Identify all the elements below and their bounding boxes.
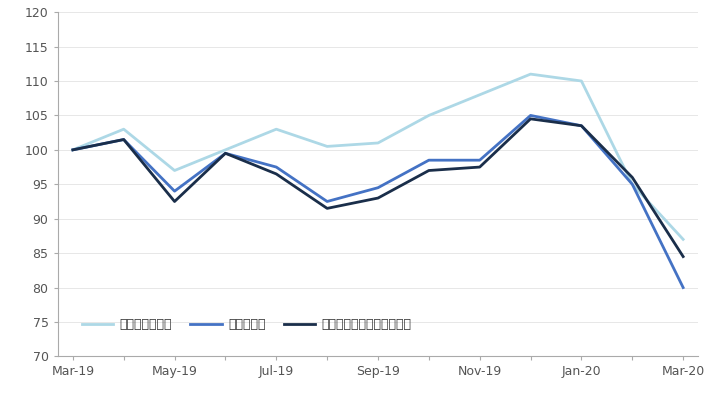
- 新興国株式: [221, 151, 230, 156]
- アジア株式（日本を除く）: [221, 151, 230, 156]
- 新興国株式: [475, 158, 484, 163]
- グローバル株式: [526, 72, 535, 77]
- アジア株式（日本を除く）: [475, 165, 484, 170]
- 新興国株式: [628, 182, 636, 187]
- グローバル株式: [120, 127, 128, 132]
- 新興国株式: [577, 124, 586, 128]
- Line: グローバル株式: グローバル株式: [73, 74, 683, 239]
- グローバル株式: [68, 147, 77, 152]
- 新興国株式: [68, 147, 77, 152]
- グローバル株式: [628, 182, 636, 187]
- アジア株式（日本を除く）: [68, 147, 77, 152]
- アジア株式（日本を除く）: [679, 254, 688, 259]
- グローバル株式: [374, 141, 382, 145]
- 新興国株式: [679, 285, 688, 290]
- アジア株式（日本を除く）: [374, 196, 382, 200]
- グローバル株式: [577, 79, 586, 83]
- グローバル株式: [425, 113, 433, 118]
- グローバル株式: [272, 127, 281, 132]
- アジア株式（日本を除く）: [323, 206, 331, 211]
- アジア株式（日本を除く）: [425, 168, 433, 173]
- Line: アジア株式（日本を除く）: アジア株式（日本を除く）: [73, 119, 683, 257]
- 新興国株式: [120, 137, 128, 142]
- アジア株式（日本を除く）: [120, 137, 128, 142]
- 新興国株式: [170, 189, 179, 194]
- Line: 新興国株式: 新興国株式: [73, 115, 683, 288]
- 新興国株式: [272, 165, 281, 170]
- アジア株式（日本を除く）: [272, 172, 281, 177]
- 新興国株式: [526, 113, 535, 118]
- グローバル株式: [475, 92, 484, 97]
- アジア株式（日本を除く）: [170, 199, 179, 204]
- 新興国株式: [425, 158, 433, 163]
- アジア株式（日本を除く）: [577, 124, 586, 128]
- Legend: グローバル株式, 新興国株式, アジア株式（日本を除く）: グローバル株式, 新興国株式, アジア株式（日本を除く）: [76, 313, 417, 337]
- グローバル株式: [679, 237, 688, 242]
- 新興国株式: [374, 185, 382, 190]
- 新興国株式: [323, 199, 331, 204]
- グローバル株式: [170, 168, 179, 173]
- グローバル株式: [221, 147, 230, 152]
- アジア株式（日本を除く）: [526, 117, 535, 121]
- グローバル株式: [323, 144, 331, 149]
- アジア株式（日本を除く）: [628, 175, 636, 180]
